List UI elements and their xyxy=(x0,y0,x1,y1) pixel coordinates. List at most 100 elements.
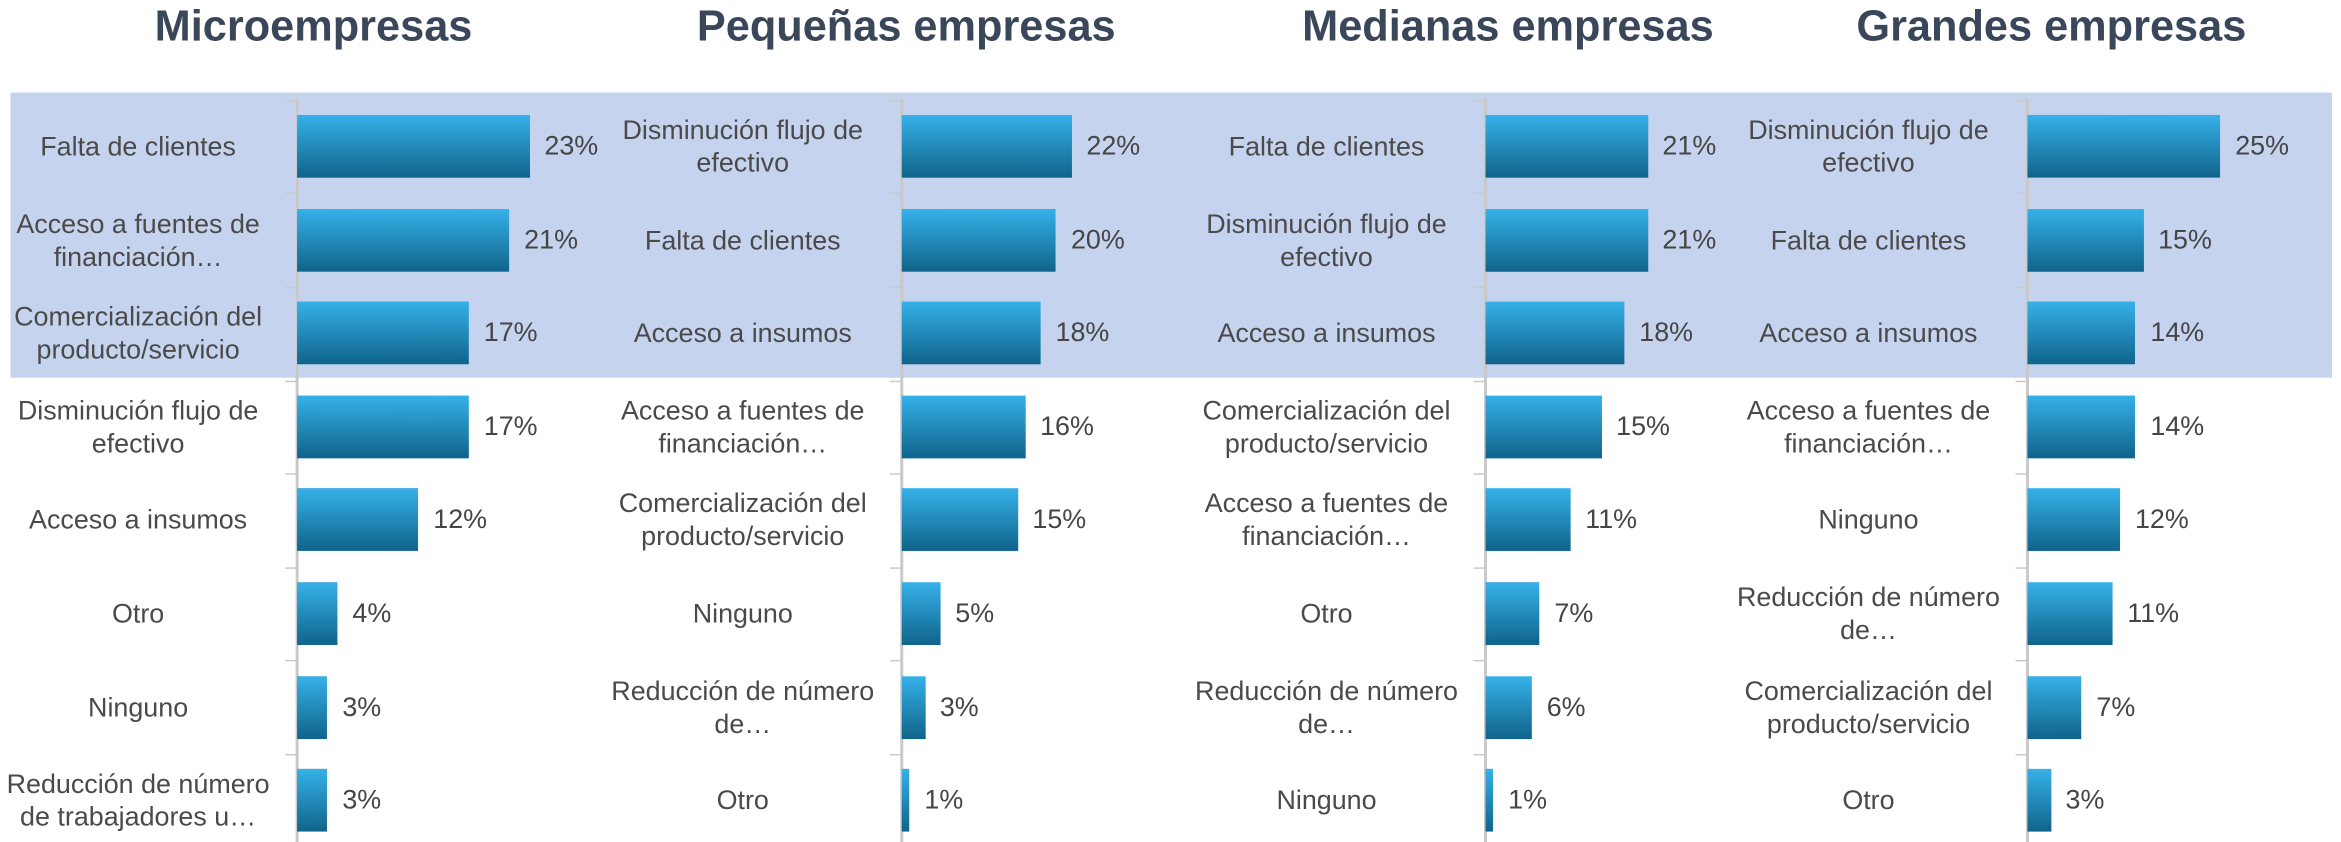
category-label: Falta de clientes xyxy=(40,131,236,162)
value-label: 11% xyxy=(2127,597,2180,628)
row-separator xyxy=(2015,99,2028,102)
bar xyxy=(1485,208,1648,272)
bar xyxy=(297,114,530,178)
bar xyxy=(2027,395,2136,459)
bar xyxy=(297,488,419,552)
category-label: Ninguno xyxy=(692,598,793,629)
bar xyxy=(1485,395,1602,459)
row-separator xyxy=(2015,660,2028,662)
panel-title: Pequeñas empresas xyxy=(696,2,1116,51)
value-label: 21% xyxy=(524,224,578,254)
value-label: 14% xyxy=(2150,411,2205,441)
value-label: 17% xyxy=(483,411,538,441)
category-label: Disminución flujo de efectivo xyxy=(1748,114,1989,178)
value-label: 12% xyxy=(433,504,488,535)
row-separator xyxy=(889,566,902,569)
row-separator xyxy=(889,660,902,662)
value-label: 25% xyxy=(2235,130,2290,161)
axis-line xyxy=(1484,98,1488,842)
category-label: Acceso a fuentes de financiación… xyxy=(620,395,865,459)
category-label: Acceso a fuentes de financiación… xyxy=(1746,395,1991,459)
panel-title: Microempresas xyxy=(154,2,473,51)
bar xyxy=(901,114,1072,178)
bar xyxy=(2027,582,2113,645)
row-separator xyxy=(2015,379,2028,382)
bar xyxy=(1485,301,1625,365)
row-separator xyxy=(2015,473,2028,475)
row-separator xyxy=(889,99,902,102)
row-separator xyxy=(1473,660,1486,662)
row-separator xyxy=(889,753,902,756)
row-separator xyxy=(1473,286,1486,288)
value-label: 5% xyxy=(955,597,995,628)
bar xyxy=(297,208,510,272)
value-label: 16% xyxy=(1040,411,1094,441)
axis-line xyxy=(2025,98,2029,842)
category-label: Acceso a insumos xyxy=(1217,318,1436,349)
bar xyxy=(1485,675,1532,739)
row-separator xyxy=(1473,99,1486,102)
value-label: 18% xyxy=(1639,317,1694,348)
bar xyxy=(2027,488,2121,552)
value-label: 3% xyxy=(342,784,382,815)
category-label: Ninguno xyxy=(88,692,189,722)
row-separator xyxy=(285,99,298,102)
row-separator xyxy=(2015,753,2028,756)
row-separator xyxy=(2015,286,2028,288)
bar xyxy=(1485,769,1494,832)
category-label: Ninguno xyxy=(1818,505,1919,536)
category-label: Reducción de número de… xyxy=(1195,675,1458,739)
value-label: 3% xyxy=(939,691,979,722)
category-label: Reducción de número de… xyxy=(611,675,875,739)
category-label: Acceso a fuentes de financiación… xyxy=(16,208,260,272)
category-label: Disminución flujo de efectivo xyxy=(622,114,863,178)
value-label: 12% xyxy=(2134,504,2189,535)
bar xyxy=(1485,488,1571,552)
value-label: 23% xyxy=(544,130,599,161)
row-separator xyxy=(285,193,298,195)
axis-line xyxy=(900,98,904,842)
bar xyxy=(901,769,910,832)
category-label: Comercialización del producto/servicio xyxy=(618,488,867,552)
bar xyxy=(2027,114,2221,178)
bar xyxy=(901,395,1026,459)
value-label: 17% xyxy=(483,317,538,348)
value-label: 11% xyxy=(1585,504,1638,535)
bar xyxy=(297,675,328,739)
bar xyxy=(1485,582,1540,645)
bar xyxy=(901,582,941,645)
value-label: 1% xyxy=(924,784,964,815)
row-separator xyxy=(285,473,298,475)
axis-line xyxy=(295,98,299,842)
category-label: Falta de clientes xyxy=(644,224,841,255)
value-label: 21% xyxy=(1662,130,1717,161)
category-label: Falta de clientes xyxy=(1770,224,1967,255)
bar xyxy=(2027,675,2082,739)
category-label: Otro xyxy=(1300,598,1353,629)
row-separator xyxy=(1473,566,1486,569)
row-separator xyxy=(2015,193,2028,195)
value-label: 6% xyxy=(1546,691,1586,722)
value-label: 22% xyxy=(1086,130,1141,161)
category-label: Disminución flujo de efectivo xyxy=(17,395,259,459)
bar xyxy=(297,395,469,459)
row-separator xyxy=(889,193,902,195)
row-separator xyxy=(285,753,298,756)
bar xyxy=(901,675,925,739)
bar xyxy=(1485,114,1648,178)
bar xyxy=(2027,769,2051,832)
value-label: 15% xyxy=(2158,224,2212,254)
value-label: 3% xyxy=(2065,784,2105,815)
category-label: Acceso a insumos xyxy=(29,505,248,536)
category-label: Otro xyxy=(716,785,769,816)
category-label: Comercialización del producto/servicio xyxy=(1202,395,1451,459)
bar xyxy=(297,582,338,645)
bar xyxy=(901,301,1041,365)
category-label: Otro xyxy=(111,598,165,629)
value-label: 4% xyxy=(352,597,392,628)
bar xyxy=(2027,301,2136,365)
category-label: Disminución flujo de efectivo xyxy=(1206,208,1447,272)
bar xyxy=(901,208,1057,272)
category-label: Otro xyxy=(1842,785,1895,816)
